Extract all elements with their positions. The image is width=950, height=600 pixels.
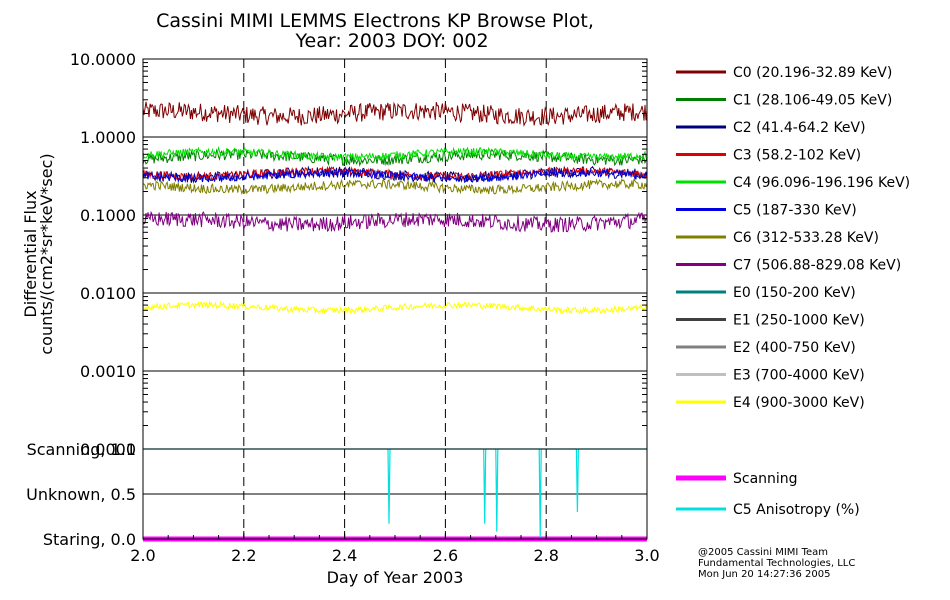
legend-label: E1 (250-1000 KeV) [733,313,865,329]
x-axis-ticks: 2.0 2.2 2.4 2.6 2.8 3.0 [130,531,660,565]
x-tick-label: 2.8 [533,546,558,565]
legend-label: C0 (20.196-32.89 KeV) [733,65,892,81]
flux-y-tick-label: 0.0010 [80,362,136,381]
legend-label: C7 (506.88-829.08 KeV) [733,258,901,274]
mode-y-tick-label: Scanning, 1.0 [27,440,136,459]
mode-legend: Scanning C5 Anisotropy (%) [676,471,860,518]
legend-label: C3 (58.2-102 KeV) [733,148,861,164]
flux-series-line [142,101,648,127]
credit-line-1: @2005 Cassini MIMI Team [698,547,828,558]
flux-y-tick-label: 0.0001 [80,440,136,459]
flux-y-tick-label: 0.1000 [80,206,136,225]
x-tick-label: 2.2 [231,546,256,565]
legend-label: E0 (150-200 KeV) [733,285,856,301]
x-axis-label: Day of Year 2003 [327,568,464,587]
mode-y-ticks: Scanning, 1.0 Unknown, 0.5 Staring, 0.0 [26,440,136,549]
legend-label: C2 (41.4-64.2 KeV) [733,120,866,136]
flux-y-axis-label: Differential Flux counts/(cm2*sr*keV*sec… [21,153,56,354]
flux-y-tick-label: 1.0000 [80,128,136,147]
credit-line-2: Fundamental Technologies, LLC [698,558,855,569]
legend-label: C5 Anisotropy (%) [733,502,860,518]
flux-y-label-line-1: Differential Flux [21,190,40,317]
flux-y-label-line-2: counts/(cm2*sr*keV*sec) [37,153,56,354]
flux-series-line [142,210,648,233]
mode-y-tick-label: Unknown, 0.5 [26,485,136,504]
flux-y-tick-label: 0.0100 [80,284,136,303]
legend-label: E3 (700-4000 KeV) [733,368,865,384]
x-tick-label: 2.6 [433,546,458,565]
flux-series-line [142,148,648,167]
x-tick-label: 3.0 [634,546,659,565]
legend-label: E2 (400-750 KeV) [733,340,856,356]
x-tick-label: 2.0 [130,546,155,565]
legend-label: Scanning [733,471,798,487]
mode-y-tick-label: Staring, 0.0 [43,530,136,549]
chart-title-line-2: Year: 2003 DOY: 002 [294,30,488,52]
legend-label: C1 (28.106-49.05 KeV) [733,93,892,109]
flux-y-tick-label: 10.0000 [70,50,136,69]
flux-series-line [142,145,648,162]
c5-anisotropy-line [143,448,647,538]
flux-legend: C0 (20.196-32.89 KeV) C1 (28.106-49.05 Ke… [676,65,910,411]
flux-series [142,101,648,315]
flux-series-line [142,178,648,196]
legend-label: C4 (96.096-196.196 KeV) [733,175,910,191]
chart-title-line-1: Cassini MIMI LEMMS Electrons KP Browse P… [156,10,594,32]
x-tick-label: 2.4 [332,546,357,565]
credit-line-3: Mon Jun 20 14:27:36 2005 [698,569,831,580]
legend-label: C5 (187-330 KeV) [733,203,857,219]
legend-label: C6 (312-533.28 KeV) [733,230,879,246]
flux-series-line [142,168,648,184]
flux-y-ticks: 10.0000 1.0000 0.1000 0.0100 0.0010 0.0001 [70,50,647,459]
flux-series-line [142,300,648,315]
mode-panel: Scanning, 1.0 Unknown, 0.5 Staring, 0.0 [26,440,648,549]
legend-label: E4 (900-3000 KeV) [733,395,865,411]
credits: @2005 Cassini MIMI Team Fundamental Tech… [698,547,855,580]
